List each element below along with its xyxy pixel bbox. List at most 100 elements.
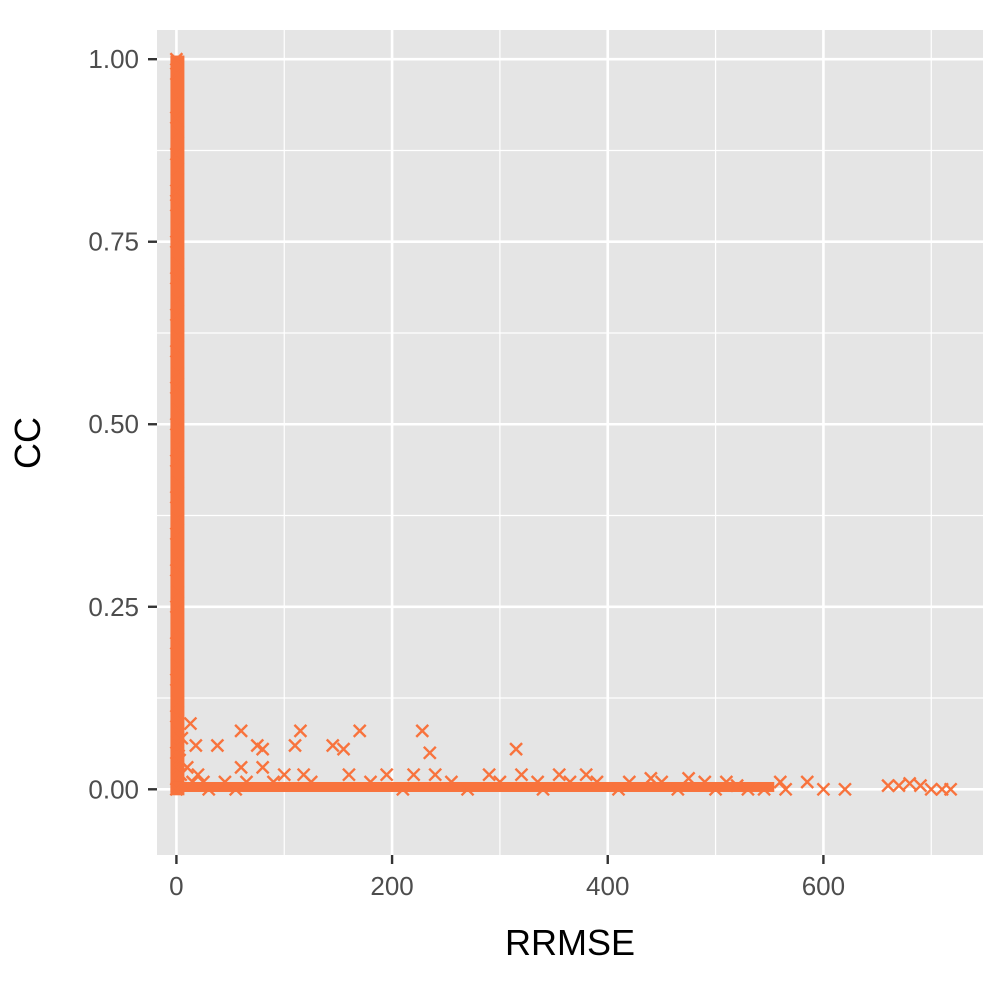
data-point — [778, 782, 793, 797]
data-point — [170, 161, 185, 176]
data-point — [611, 782, 626, 797]
data-point — [170, 585, 185, 600]
dense-point-floor — [170, 781, 775, 792]
data-point — [336, 742, 351, 756]
data-point — [228, 782, 243, 797]
data-point — [719, 775, 734, 789]
data-point — [239, 775, 254, 789]
data-point — [670, 782, 685, 797]
data-point — [816, 782, 831, 797]
y-tick-label: 0.25 — [88, 592, 139, 622]
data-point — [170, 366, 185, 380]
data-point — [196, 775, 211, 789]
data-point — [170, 512, 185, 527]
data-point — [170, 439, 185, 453]
data-point — [170, 724, 185, 738]
data-point — [913, 778, 928, 793]
data-point — [170, 694, 185, 709]
data-point — [183, 716, 198, 731]
data-point — [169, 782, 184, 797]
data-point — [422, 745, 437, 760]
data-point — [288, 738, 302, 753]
data-point — [460, 782, 475, 797]
data-point — [169, 636, 184, 651]
data-point — [255, 760, 270, 775]
data-points — [169, 52, 958, 797]
data-point — [730, 778, 744, 793]
data-point — [169, 563, 184, 578]
data-point — [493, 775, 507, 789]
data-point — [293, 724, 308, 738]
data-point — [170, 475, 185, 490]
data-point — [191, 767, 205, 782]
data-point — [169, 307, 184, 322]
data-point — [169, 453, 184, 468]
data-point — [171, 738, 186, 753]
data-point — [741, 782, 755, 797]
data-point — [188, 738, 203, 753]
data-point — [201, 782, 216, 797]
data-point — [169, 183, 184, 198]
data-point — [342, 767, 356, 782]
data-point — [708, 782, 723, 797]
data-point — [277, 767, 292, 782]
data-point — [170, 256, 185, 271]
data-point — [169, 198, 184, 213]
y-axis-ticks: 0.00 0.25 0.50 0.75 1.00 — [88, 44, 157, 804]
x-axis-title: RRMSE — [505, 922, 635, 963]
data-point — [170, 220, 185, 234]
data-point — [622, 775, 637, 789]
y-tick-label: 0.00 — [88, 774, 139, 804]
data-point — [169, 271, 184, 286]
x-axis-ticks: 0 200 400 600 — [169, 855, 845, 901]
data-point — [552, 767, 567, 782]
plot-panel — [157, 30, 983, 855]
data-point — [169, 599, 184, 614]
data-point — [406, 767, 421, 782]
data-point — [697, 775, 712, 789]
data-point — [902, 776, 917, 791]
data-point — [169, 234, 184, 249]
data-point — [924, 782, 939, 797]
x-tick-label: 600 — [802, 871, 845, 901]
data-point — [170, 329, 185, 344]
y-tick-label: 1.00 — [88, 44, 139, 74]
data-point — [428, 767, 443, 782]
data-point — [180, 760, 195, 775]
data-point — [169, 66, 184, 81]
data-point — [170, 293, 185, 307]
data-point — [590, 775, 604, 789]
data-point — [169, 417, 184, 432]
data-point — [773, 775, 788, 789]
data-point — [838, 782, 852, 797]
data-point — [415, 724, 430, 738]
data-point — [304, 775, 319, 789]
data-point — [210, 738, 225, 753]
y-tick-label: 0.50 — [88, 409, 139, 439]
data-point — [234, 724, 248, 738]
data-point — [482, 767, 496, 782]
data-point — [444, 775, 459, 789]
data-point — [892, 778, 906, 793]
data-point — [530, 775, 545, 789]
data-point — [218, 775, 232, 789]
data-point — [396, 782, 410, 797]
data-point — [170, 548, 185, 563]
data-point — [170, 88, 185, 103]
data-point — [170, 621, 185, 636]
data-point — [514, 767, 529, 782]
data-point — [757, 782, 771, 797]
data-point — [881, 778, 895, 793]
data-point — [255, 742, 270, 756]
minor-gridlines — [157, 30, 983, 855]
data-point — [352, 724, 367, 738]
data-point — [644, 771, 658, 786]
data-point — [174, 731, 189, 746]
x-tick-label: 200 — [370, 871, 413, 901]
data-point — [325, 738, 340, 753]
data-point — [266, 775, 281, 789]
data-point — [185, 775, 200, 789]
data-point — [234, 760, 248, 775]
data-point — [536, 782, 550, 797]
